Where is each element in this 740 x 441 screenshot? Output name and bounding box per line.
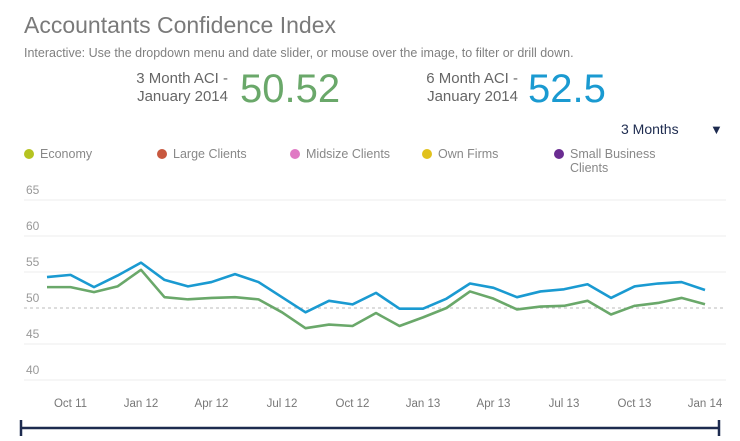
legend-label: Small Business Clients <box>570 147 656 175</box>
legend-dot <box>422 149 432 159</box>
kpi-3month-label: 3 Month ACI - January 2014 <box>110 70 228 106</box>
x-tick-label: Apr 13 <box>477 398 511 410</box>
x-tick-label: Oct 13 <box>618 398 652 410</box>
legend-small-business-clients[interactable]: Small Business Clients <box>554 147 664 175</box>
triangle-down-icon[interactable]: ▼ <box>710 122 723 137</box>
page-subtitle: Interactive: Use the dropdown menu and d… <box>24 46 574 60</box>
x-tick-label: Jul 13 <box>549 398 580 410</box>
kpi-3month-value: 50.52 <box>240 67 341 111</box>
kpi-label-line: January 2014 <box>137 88 228 105</box>
legend-economy[interactable]: Economy <box>24 147 92 161</box>
x-tick-label: Jul 12 <box>267 398 298 410</box>
y-tick-label: 50 <box>26 291 40 305</box>
legend-dot <box>290 149 300 159</box>
series-line-1 <box>47 268 706 330</box>
x-tick-label: Jan 13 <box>406 398 441 410</box>
legend-label: Economy <box>40 147 93 161</box>
x-tick-label: Jan 14 <box>688 398 723 410</box>
legend-midsize-clients[interactable]: Midsize Clients <box>290 147 390 161</box>
page-title: Accountants Confidence Index <box>24 12 336 38</box>
y-tick-label: 55 <box>26 255 40 269</box>
y-tick-label: 65 <box>26 183 40 197</box>
legend-large-clients[interactable]: Large Clients <box>157 147 247 161</box>
y-tick-label: 40 <box>26 363 40 377</box>
kpi-label-line: January 2014 <box>427 88 518 105</box>
x-tick-label: Apr 12 <box>195 398 229 410</box>
kpi-6month-value: 52.5 <box>528 67 606 111</box>
kpi-6month-label: 6 Month ACI - January 2014 <box>400 70 518 106</box>
legend-label: Own Firms <box>438 147 499 161</box>
legend-label: Midsize Clients <box>306 147 391 161</box>
y-tick-label: 60 <box>26 219 40 233</box>
legend-dot <box>157 149 167 159</box>
period-dropdown[interactable]: 3 Months <box>621 121 679 137</box>
legend-label: Large Clients <box>173 147 247 161</box>
x-tick-label: Oct 11 <box>54 398 87 410</box>
x-tick-label: Jan 12 <box>124 398 159 410</box>
x-tick-label: Oct 12 <box>336 398 370 410</box>
kpi-label-line: 3 Month ACI - <box>136 70 228 87</box>
y-tick-label: 45 <box>26 327 40 341</box>
series-line-0 <box>46 261 706 314</box>
kpi-label-line: 6 Month ACI - <box>426 70 518 87</box>
legend-own-firms[interactable]: Own Firms <box>422 147 498 161</box>
legend-dot <box>554 149 564 159</box>
legend-dot <box>24 149 34 159</box>
